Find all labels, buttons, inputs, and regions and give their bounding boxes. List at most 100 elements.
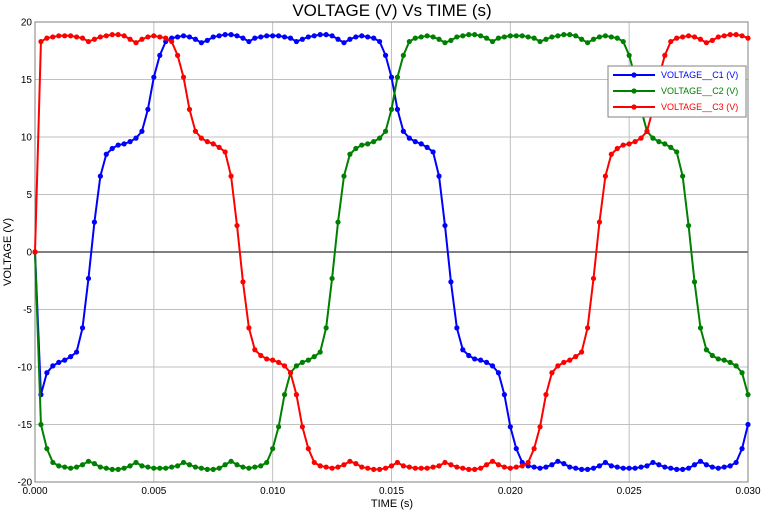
series-3-point <box>79 35 86 41</box>
series-3-point <box>56 33 62 39</box>
series-2-point <box>442 40 448 46</box>
series-3-point <box>525 459 531 466</box>
series-2-point <box>418 34 424 40</box>
series-1-point <box>109 145 115 152</box>
series-1-point <box>68 354 74 360</box>
series-1-point <box>228 32 234 38</box>
series-3-point <box>715 34 721 40</box>
series-2-point <box>650 135 656 141</box>
series-2-point <box>584 40 591 46</box>
series-2-point <box>109 466 115 472</box>
series-1-point <box>204 37 210 44</box>
series-3-point <box>472 466 478 472</box>
series-2-point <box>293 363 300 369</box>
series-2-point <box>412 35 418 41</box>
series-1-point <box>727 463 733 469</box>
series-1-point <box>620 465 626 471</box>
series-1-point <box>85 275 92 282</box>
series-1-point <box>567 464 573 470</box>
series-3-point <box>519 463 525 469</box>
series-2-point <box>721 357 727 363</box>
series-2-point <box>85 458 92 464</box>
series-1-point <box>638 464 644 470</box>
series-2-point <box>674 149 680 155</box>
series-3-point <box>460 465 466 471</box>
series-1-point <box>264 33 270 39</box>
series-2-point <box>685 222 692 229</box>
series-1-point <box>341 40 347 46</box>
series-1-point <box>680 466 686 472</box>
series-3-point <box>299 424 305 430</box>
series-2-point <box>727 359 733 365</box>
series-3-point <box>121 33 127 39</box>
series-3-point <box>127 36 133 42</box>
series-1-point <box>584 466 591 472</box>
series-2-point <box>323 325 329 331</box>
series-2-point <box>329 275 335 282</box>
series-2-point <box>466 32 472 38</box>
series-2-point <box>400 52 406 58</box>
series-2-point <box>276 424 282 430</box>
series-1-point <box>79 325 86 331</box>
legend-swatch-marker <box>631 72 637 78</box>
series-3-point <box>573 354 579 360</box>
series-2-point <box>341 173 347 179</box>
series-2-point <box>281 392 288 398</box>
series-2-point <box>424 33 430 39</box>
series-2-point <box>567 32 573 38</box>
series-3-point <box>305 446 311 452</box>
legend-label: VOLTAGE__C1 (V) <box>661 70 738 80</box>
series-2-point <box>573 33 579 39</box>
series-1-point <box>442 222 448 229</box>
series-1-point <box>537 465 543 471</box>
series-3-point <box>341 462 347 468</box>
series-1-point <box>406 135 412 141</box>
series-2-point <box>115 466 121 472</box>
series-3-point <box>501 464 507 470</box>
series-2-point <box>733 363 739 369</box>
y-tick-label: 10 <box>21 133 33 144</box>
series-1-point <box>192 36 199 42</box>
series-3-point <box>507 465 513 471</box>
y-tick-label: 20 <box>21 18 33 29</box>
series-1-point <box>305 34 311 40</box>
series-1-point <box>531 464 537 470</box>
series-3-point <box>685 33 692 39</box>
series-3-point <box>44 35 50 41</box>
series-2-point <box>691 279 698 285</box>
series-2-point <box>264 459 270 466</box>
series-2-point <box>394 74 401 80</box>
series-3-point <box>139 36 145 42</box>
series-1-point <box>240 35 246 41</box>
series-3-point <box>62 33 68 39</box>
series-3-point <box>745 35 751 41</box>
series-1-point <box>175 34 181 40</box>
series-1-point <box>56 359 62 365</box>
series-1-point <box>626 465 632 471</box>
series-3-point <box>186 106 193 112</box>
series-1-point <box>115 142 121 148</box>
series-3-point <box>377 466 383 472</box>
series-1-point <box>674 466 680 472</box>
series-3-point <box>73 34 80 40</box>
x-tick-label: 0.010 <box>260 486 285 497</box>
series-3-point <box>204 139 210 145</box>
y-tick-label: -15 <box>18 420 33 431</box>
series-2-point <box>133 459 139 466</box>
series-2-point <box>347 151 353 157</box>
series-1-point <box>495 370 502 376</box>
series-3-point <box>151 33 157 39</box>
series-3-point <box>234 222 240 229</box>
series-1-point <box>246 38 252 45</box>
series-3-point <box>674 35 680 41</box>
series-1-point <box>561 461 567 467</box>
series-1-point <box>329 33 335 39</box>
series-2-point <box>56 463 62 469</box>
series-1-point <box>400 128 406 134</box>
series-2-point <box>454 34 460 40</box>
series-2-point <box>353 145 359 152</box>
series-2-point <box>127 463 133 469</box>
y-axis-ticks: -20 -15 -10 -5 0 5 10 15 20 <box>18 18 33 489</box>
series-2-point <box>62 464 68 470</box>
